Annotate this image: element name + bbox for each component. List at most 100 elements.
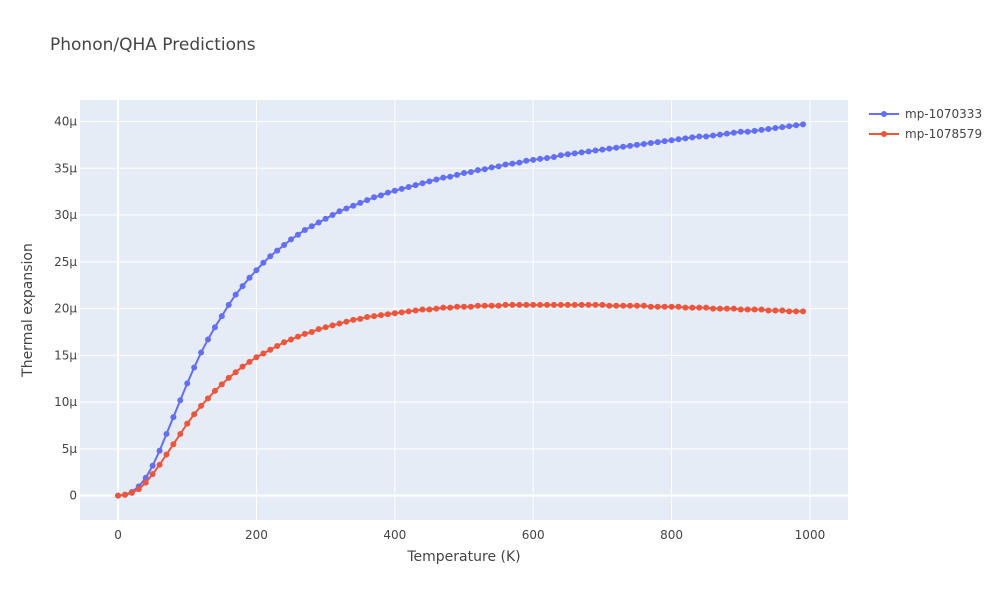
- data-point: [592, 301, 599, 308]
- data-point: [267, 346, 274, 353]
- y-tick-label: 0: [69, 489, 77, 503]
- data-point: [682, 135, 689, 142]
- data-point: [530, 156, 537, 163]
- data-point: [668, 137, 675, 144]
- data-point: [516, 301, 523, 308]
- data-point: [786, 123, 793, 130]
- data-point: [288, 336, 295, 343]
- data-point: [121, 491, 128, 498]
- data-point: [467, 303, 474, 310]
- data-point: [371, 313, 378, 320]
- data-point: [689, 134, 696, 141]
- data-point: [454, 171, 461, 178]
- data-point: [184, 380, 191, 387]
- data-point: [703, 133, 710, 140]
- data-point: [232, 291, 239, 298]
- series-mp-1078579: [115, 301, 807, 499]
- data-point: [675, 303, 682, 310]
- data-point: [135, 486, 142, 493]
- x-tick-label: 600: [522, 528, 545, 542]
- data-point: [322, 215, 329, 222]
- data-point: [717, 305, 723, 312]
- data-point: [793, 122, 800, 129]
- data-point: [578, 149, 585, 156]
- data-point: [502, 161, 509, 168]
- data-point: [557, 301, 564, 308]
- legend-label: mp-1070333: [905, 107, 982, 121]
- data-point: [474, 302, 481, 309]
- data-point: [405, 183, 412, 190]
- data-point: [426, 306, 433, 313]
- data-point: [606, 145, 613, 152]
- data-point: [384, 311, 391, 318]
- data-point: [142, 479, 149, 486]
- data-point: [661, 303, 668, 310]
- data-point: [398, 185, 405, 192]
- data-point: [377, 312, 384, 319]
- data-point: [336, 208, 343, 215]
- data-point: [765, 307, 772, 314]
- data-point: [640, 140, 647, 147]
- data-point: [640, 302, 647, 309]
- y-tick-label: 10μ: [54, 395, 77, 409]
- data-point: [633, 141, 640, 148]
- data-point: [308, 328, 315, 335]
- series-layer: [115, 121, 807, 499]
- data-point: [149, 462, 156, 469]
- data-point: [128, 489, 135, 496]
- data-point: [211, 387, 218, 394]
- data-point: [246, 274, 253, 281]
- legend[interactable]: mp-1070333 mp-1078579: [869, 107, 982, 141]
- data-point: [509, 301, 516, 308]
- x-axis-title: Temperature (K): [406, 549, 520, 565]
- data-point: [765, 126, 772, 132]
- data-point: [336, 320, 343, 327]
- y-tick-label: 5μ: [62, 442, 78, 456]
- data-point: [294, 333, 301, 340]
- data-point: [668, 303, 675, 310]
- data-point: [246, 358, 253, 365]
- data-point: [426, 178, 433, 185]
- data-point: [627, 142, 634, 149]
- legend-item-mp-1070333[interactable]: mp-1070333: [869, 107, 982, 121]
- legend-item-mp-1078579[interactable]: mp-1078579: [869, 127, 982, 141]
- data-point: [211, 324, 218, 331]
- data-point: [274, 247, 281, 254]
- data-point: [343, 318, 350, 325]
- data-point: [398, 309, 405, 316]
- data-point: [696, 304, 703, 311]
- data-point: [571, 150, 578, 157]
- series-line: [117, 303, 804, 497]
- data-point: [225, 301, 232, 308]
- data-point: [301, 227, 308, 234]
- y-tick-label: 40μ: [54, 115, 77, 129]
- data-point: [696, 133, 703, 140]
- data-point: [322, 324, 329, 331]
- data-point: [481, 302, 488, 309]
- data-point: [606, 302, 613, 309]
- data-point: [177, 430, 184, 437]
- x-tick-label: 1000: [795, 528, 826, 542]
- data-point: [447, 304, 454, 311]
- data-point: [433, 305, 440, 312]
- data-point: [737, 306, 744, 313]
- data-point: [301, 330, 308, 337]
- y-tick-label: 30μ: [54, 208, 77, 222]
- data-point: [682, 304, 689, 311]
- data-point: [377, 192, 384, 199]
- data-point: [620, 302, 627, 309]
- data-point: [329, 212, 336, 219]
- data-point: [274, 343, 281, 350]
- legend-marker: [881, 131, 887, 137]
- data-point: [405, 308, 412, 315]
- y-tick-label: 25μ: [54, 255, 77, 269]
- data-point: [232, 369, 239, 376]
- data-point: [412, 182, 419, 189]
- data-point: [689, 304, 696, 311]
- data-point: [315, 219, 322, 226]
- data-point: [772, 125, 779, 132]
- data-point: [772, 307, 779, 314]
- data-point: [433, 176, 440, 183]
- x-tick-label: 400: [383, 528, 406, 542]
